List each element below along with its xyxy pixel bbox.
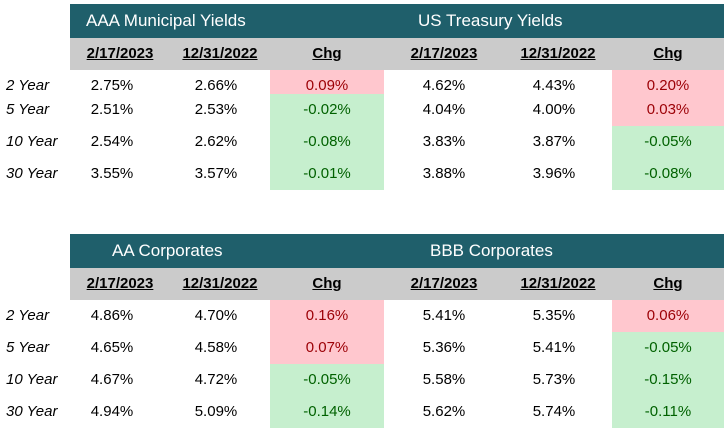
yield-prior: 5.09%: [194, 403, 238, 420]
yield-current: 5.41%: [422, 307, 466, 324]
yield-prior: 5.35%: [532, 307, 576, 324]
tenor-label: 10 Year: [6, 133, 58, 150]
col-header-change: Chg: [653, 45, 683, 62]
yield-change: -0.05%: [612, 332, 724, 364]
table-row: 2 Year 4.86% 4.70% 0.16% 5.41% 5.35% 0.0…: [0, 300, 728, 332]
table-row: 5 Year 4.65% 4.58% 0.07% 5.36% 5.41% -0.…: [0, 332, 728, 364]
yield-change: -0.14%: [270, 396, 384, 428]
yield-prior: 4.58%: [194, 339, 238, 356]
col-header-current-date: 2/17/2023: [410, 275, 478, 292]
yield-prior: 2.62%: [194, 133, 238, 150]
yield-current: 3.88%: [422, 165, 466, 182]
yield-current: 2.54%: [90, 133, 134, 150]
yield-prior: 4.72%: [194, 371, 238, 388]
yield-change: 0.07%: [270, 332, 384, 364]
yield-current: 3.55%: [90, 165, 134, 182]
table-row: 30 Year 3.55% 3.57% -0.01% 3.88% 3.96% -…: [0, 158, 728, 190]
yield-current: 5.62%: [422, 403, 466, 420]
tenor-label: 5 Year: [6, 101, 50, 118]
tenor-label: 2 Year: [6, 77, 50, 94]
yield-prior: 2.66%: [194, 77, 238, 94]
tenor-label: 30 Year: [6, 165, 58, 182]
yield-prior: 3.87%: [532, 133, 576, 150]
table-row: 10 Year 2.54% 2.62% -0.08% 3.83% 3.87% -…: [0, 126, 728, 158]
col-header-current-date: 2/17/2023: [86, 275, 154, 292]
yield-current: 4.94%: [90, 403, 134, 420]
yield-prior: 3.57%: [194, 165, 238, 182]
col-header-change: Chg: [653, 275, 683, 292]
title-bar: [70, 234, 724, 268]
col-header-change: Chg: [312, 275, 342, 292]
yield-current: 5.58%: [422, 371, 466, 388]
yield-current: 4.65%: [90, 339, 134, 356]
yield-current: 2.75%: [90, 77, 134, 94]
yield-change: -0.05%: [270, 364, 384, 396]
yield-prior: 4.70%: [194, 307, 238, 324]
yield-change: -0.08%: [270, 126, 384, 158]
col-header-prior-date: 12/31/2022: [520, 45, 596, 62]
tenor-label: 2 Year: [6, 307, 50, 324]
col-header-prior-date: 12/31/2022: [182, 45, 258, 62]
yield-prior: 5.41%: [532, 339, 576, 356]
yield-current: 3.83%: [422, 133, 466, 150]
col-header-current-date: 2/17/2023: [410, 45, 478, 62]
yield-change: -0.02%: [270, 94, 384, 126]
table-title-right: BBB Corporates: [430, 241, 553, 260]
yield-prior: 2.53%: [194, 101, 238, 118]
yield-change: 0.06%: [612, 300, 724, 332]
yield-current: 2.51%: [90, 101, 134, 118]
yield-current: 4.62%: [422, 77, 466, 94]
header-bar: [70, 268, 724, 300]
table-title-left: AA Corporates: [112, 241, 223, 260]
col-header-current-date: 2/17/2023: [86, 45, 154, 62]
yield-change: -0.15%: [612, 364, 724, 396]
yield-change: -0.11%: [612, 396, 724, 428]
table-title-right: US Treasury Yields: [418, 11, 563, 30]
yield-prior: 4.43%: [532, 77, 576, 94]
yield-change: -0.08%: [612, 158, 724, 190]
table-row: 5 Year 2.51% 2.53% -0.02% 4.04% 4.00% 0.…: [0, 94, 728, 126]
yield-change: -0.05%: [612, 126, 724, 158]
tenor-label: 10 Year: [6, 371, 58, 388]
col-header-prior-date: 12/31/2022: [520, 275, 596, 292]
table-row: 10 Year 4.67% 4.72% -0.05% 5.58% 5.73% -…: [0, 364, 728, 396]
yield-prior: 3.96%: [532, 165, 576, 182]
yield-change: 0.16%: [270, 300, 384, 332]
title-bar: [70, 4, 724, 38]
yield-prior: 4.00%: [532, 101, 576, 118]
col-header-prior-date: 12/31/2022: [182, 275, 258, 292]
yield-change: 0.03%: [612, 94, 724, 126]
yield-current: 4.86%: [90, 307, 134, 324]
yield-change: -0.01%: [270, 158, 384, 190]
col-header-change: Chg: [312, 45, 342, 62]
header-bar: [70, 38, 724, 70]
yield-prior: 5.73%: [532, 371, 576, 388]
yield-current: 4.67%: [90, 371, 134, 388]
table-row: 30 Year 4.94% 5.09% -0.14% 5.62% 5.74% -…: [0, 396, 728, 428]
yield-prior: 5.74%: [532, 403, 576, 420]
yield-current: 4.04%: [422, 101, 466, 118]
yield-current: 5.36%: [422, 339, 466, 356]
table-title-left: AAA Municipal Yields: [86, 11, 246, 30]
tenor-label: 30 Year: [6, 403, 58, 420]
tenor-label: 5 Year: [6, 339, 50, 356]
